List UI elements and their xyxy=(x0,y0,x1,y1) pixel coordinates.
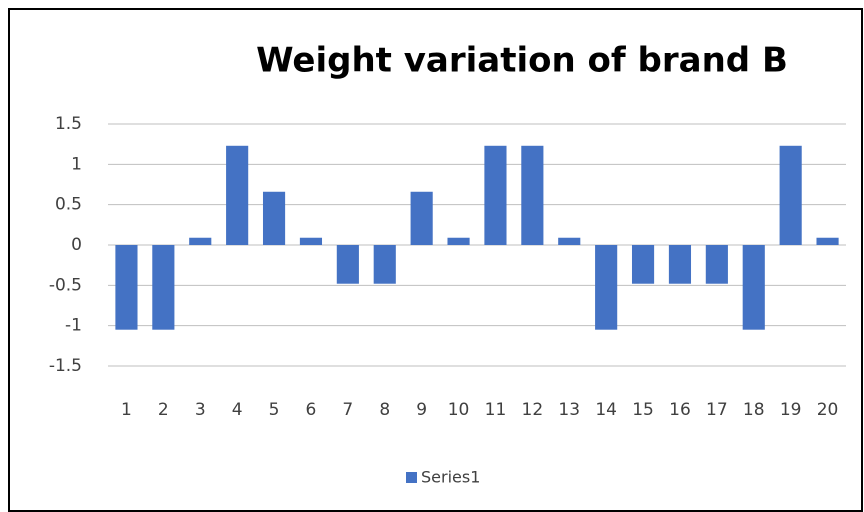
x-tick-label: 20 xyxy=(817,400,839,420)
bar xyxy=(226,145,249,245)
x-tick-label: 4 xyxy=(232,400,243,420)
bar xyxy=(152,245,175,330)
bar xyxy=(115,245,138,330)
y-tick-label: -1 xyxy=(65,316,82,336)
bar xyxy=(262,191,286,245)
bar xyxy=(410,191,433,245)
bar xyxy=(558,237,581,245)
bar xyxy=(447,237,470,245)
bar xyxy=(668,245,692,284)
legend-label: Series1 xyxy=(421,468,480,487)
bar xyxy=(299,237,323,245)
y-tick-label: -1.5 xyxy=(49,356,82,376)
y-tick-label: 1.5 xyxy=(55,114,82,134)
chart-title: Weight variation of brand B xyxy=(256,41,788,81)
bar xyxy=(521,145,544,245)
x-tick-label: 5 xyxy=(269,400,280,420)
x-tick-label: 14 xyxy=(595,400,617,420)
bar xyxy=(189,237,212,245)
bar xyxy=(705,245,728,284)
x-tick-label: 7 xyxy=(342,400,353,420)
legend-swatch xyxy=(406,472,417,483)
y-tick-label: 1 xyxy=(71,154,82,174)
x-tick-label: 19 xyxy=(780,400,802,420)
x-tick-label: 3 xyxy=(195,400,206,420)
x-tick-label: 6 xyxy=(306,400,317,420)
x-tick-label: 17 xyxy=(706,400,728,420)
y-tick-label: 0.5 xyxy=(55,195,82,215)
x-tick-label: 16 xyxy=(669,400,691,420)
y-tick-label: 0 xyxy=(71,235,82,255)
bar xyxy=(373,245,396,284)
y-tick-label: -0.5 xyxy=(49,275,82,295)
bar xyxy=(484,145,507,245)
bar xyxy=(336,245,359,284)
x-tick-label: 2 xyxy=(158,400,169,420)
bar xyxy=(631,245,655,284)
x-tick-label: 10 xyxy=(448,400,470,420)
x-tick-label: 9 xyxy=(416,400,427,420)
x-tick-label: 11 xyxy=(485,400,507,420)
x-tick-label: 12 xyxy=(522,400,544,420)
x-tick-label: 1 xyxy=(121,400,132,420)
x-tick-label: 18 xyxy=(743,400,765,420)
x-tick-label: 15 xyxy=(632,400,654,420)
bar xyxy=(816,237,839,245)
bar xyxy=(779,145,802,245)
x-tick-label: 8 xyxy=(379,400,390,420)
x-tick-label: 13 xyxy=(558,400,580,420)
bar xyxy=(742,245,765,330)
bar xyxy=(595,245,618,330)
